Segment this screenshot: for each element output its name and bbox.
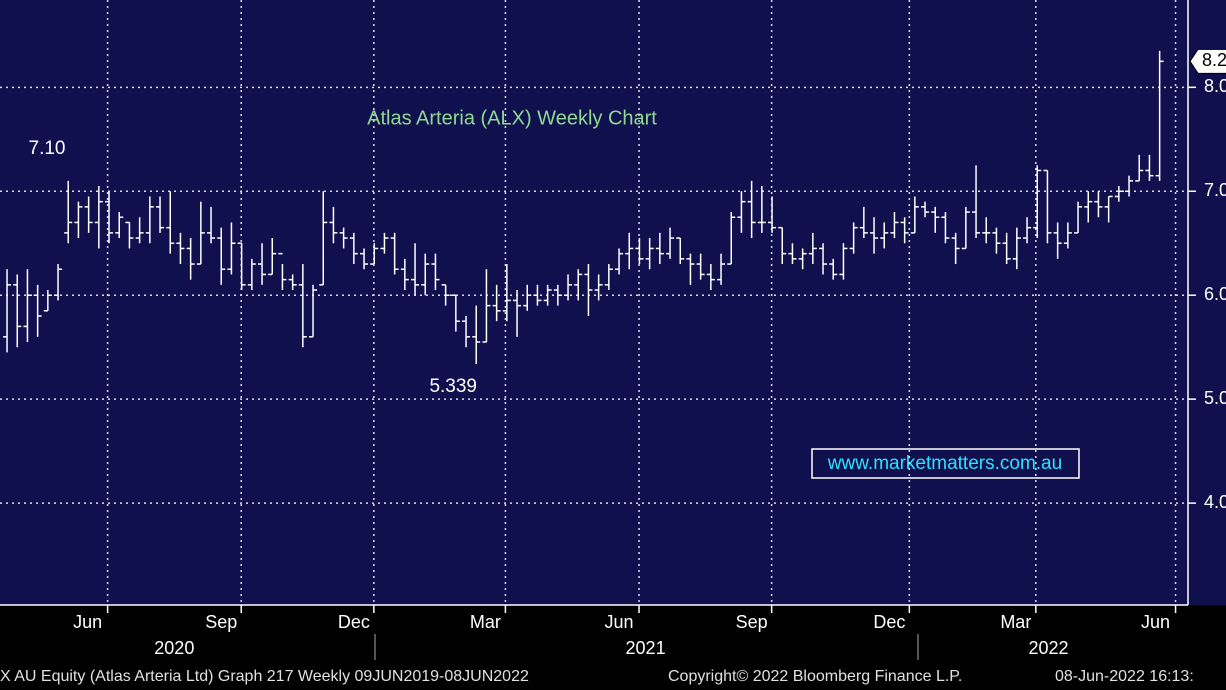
- footer-text: Copyright© 2022 Bloomberg Finance L.P.: [668, 668, 962, 685]
- y-tick-label: 5.00: [1204, 388, 1226, 408]
- year-label: 2021: [626, 638, 666, 658]
- watermark-box: [811, 448, 1080, 479]
- annotation: 7.10: [29, 138, 66, 159]
- plot-background: [0, 0, 1226, 605]
- x-tick-label: Jun: [73, 612, 102, 632]
- chart-title: Atlas Arteria (ALX) Weekly Chart: [367, 107, 657, 129]
- x-tick-label: Jun: [1141, 612, 1170, 632]
- annotation: 5.339: [429, 376, 477, 397]
- footer-text: 08-Jun-2022 16:13:: [1055, 668, 1194, 685]
- x-tick-label: Mar: [1000, 612, 1031, 632]
- y-tick-label: 4.00: [1204, 492, 1226, 512]
- last-price-box: [1189, 48, 1226, 74]
- x-tick-label: Dec: [873, 612, 905, 632]
- axis-background: [0, 605, 1226, 690]
- x-tick-label: Dec: [338, 612, 370, 632]
- x-tick-label: Jun: [605, 612, 634, 632]
- year-label: 2022: [1028, 638, 1068, 658]
- year-label: 2020: [154, 638, 194, 658]
- x-tick-label: Mar: [470, 612, 501, 632]
- watermark: www.marketmatters.com.au: [827, 453, 1062, 474]
- y-tick-label: 6.00: [1204, 284, 1226, 304]
- x-tick-label: Sep: [736, 612, 768, 632]
- last-price-label: 8.2: [1202, 50, 1226, 70]
- footer-text: X AU Equity (Atlas Arteria Ltd) Graph 21…: [0, 668, 529, 685]
- y-tick-label: 7.00: [1204, 180, 1226, 200]
- y-tick-label: 8.00: [1204, 76, 1226, 96]
- x-tick-label: Sep: [205, 612, 237, 632]
